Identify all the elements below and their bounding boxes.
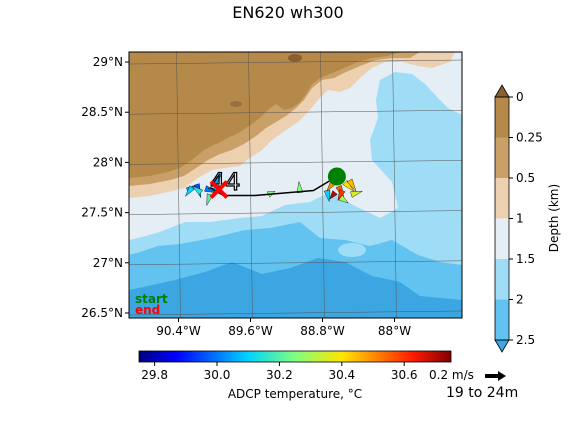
vector-arrow-15	[346, 178, 357, 192]
depth-tick-label-5: 2	[516, 293, 524, 307]
depth-tick-label-1: 0.25	[516, 131, 543, 145]
depth-colorbar-bands	[495, 97, 509, 340]
temp-tick-label-3: 30.4	[328, 368, 355, 382]
map-panel: 44 90.4°W89.6°W88.8°W88°W 29°N28.5°N28°N…	[81, 51, 463, 338]
temperature-colorbar-gradient	[138, 350, 452, 363]
vector-arrow-1	[184, 185, 195, 197]
temperature-colorbar: 29.8 30.0 30.2 30.4 30.6 ADCP temperature, °…	[138, 350, 452, 401]
vector-arrow-17	[338, 194, 349, 204]
depth-tick-label-6: 2.5	[516, 333, 535, 347]
lon-tick-label-2: 88.8°W	[300, 324, 345, 338]
temperature-colorbar-ticks: 29.8 30.0 30.2 30.4 30.6	[141, 362, 418, 382]
lat-tick-label-1: 28.5°N	[81, 105, 123, 119]
ship-track	[209, 175, 338, 197]
scale-arrow-label: 0.2 m/s	[429, 368, 474, 382]
legend-start: start	[135, 292, 168, 306]
lat-tick-label-0: 29°N	[93, 55, 123, 69]
temp-tick-label-4: 30.6	[391, 368, 418, 382]
temp-tick-label-0: 29.8	[141, 368, 168, 382]
scale-arrow-glyph	[485, 371, 506, 381]
depth-colorbar-ticks: 0 0.25 0.5 1 1.5 2 2.5	[509, 90, 543, 347]
gridline-lat-3	[129, 210, 462, 215]
vector-arrow-18	[329, 190, 338, 200]
vector-arrow-9	[296, 180, 304, 194]
figure-title: EN620 wh300	[232, 3, 343, 22]
lat-tick-label-3: 27.5°N	[81, 206, 123, 220]
depth-band-2	[495, 178, 509, 219]
gridline-lon-0	[176, 52, 181, 318]
lat-tick-label-5: 26.5°N	[81, 306, 123, 320]
scale-arrow: 0.2 m/s	[429, 368, 506, 382]
lon-tick-label-3: 88°W	[378, 324, 411, 338]
legend-end: end	[135, 303, 160, 317]
depth-colorbar-extend-bottom	[494, 339, 510, 353]
depth-band-1	[495, 137, 509, 178]
start-marker	[327, 167, 346, 186]
shoal-1	[288, 54, 302, 62]
depth-band-4	[495, 259, 509, 300]
latitude-ticks: 29°N 28.5°N 28°N 27.5°N 27°N 26.5°N	[81, 55, 129, 320]
gridline-lat-5	[129, 310, 462, 316]
depth-tick-label-0: 0	[516, 90, 524, 104]
depth-band-0	[495, 97, 509, 138]
end-marker	[209, 180, 229, 199]
gridline-lon-3	[392, 52, 397, 318]
temperature-colorbar-label: ADCP temperature, °C	[228, 387, 362, 401]
lat-tick-label-2: 28°N	[93, 155, 123, 169]
depth-colorbar-extend-top	[494, 84, 510, 98]
temp-tick-label-2: 30.2	[266, 368, 293, 382]
depth-colorbar: 0 0.25 0.5 1 1.5 2 2.5 Depth (km)	[494, 84, 561, 353]
gridline-lat-0	[129, 59, 462, 65]
gridline-lat-2	[129, 160, 462, 165]
lon-tick-label-1: 89.6°W	[228, 324, 273, 338]
depth-band-3	[495, 218, 509, 259]
gridline-lat-4	[129, 260, 462, 266]
time-range-label: 19 to 24m	[446, 385, 518, 401]
depth-region-shelf	[129, 52, 400, 178]
temp-tick-label-1: 30.0	[204, 368, 231, 382]
end-marker-stroke-b	[209, 180, 229, 199]
gridline-lon-1	[248, 52, 253, 318]
vector-arrow-16	[350, 191, 364, 198]
vector-arrow-3	[191, 185, 204, 196]
depth-tick-label-2: 0.5	[516, 171, 535, 185]
depth-colorbar-label: Depth (km)	[547, 184, 561, 252]
gridline-lat-1	[129, 109, 462, 115]
depth-band-5	[495, 299, 509, 340]
longitude-ticks: 90.4°W 89.6°W 88.8°W 88°W	[156, 318, 411, 338]
map-frame	[128, 51, 463, 319]
deep-patch	[338, 243, 366, 257]
depth-tick-label-3: 1	[516, 212, 524, 226]
depth-tick-label-4: 1.5	[516, 252, 535, 266]
lon-tick-label-0: 90.4°W	[156, 324, 201, 338]
shoal-2	[230, 101, 242, 107]
lat-tick-label-4: 27°N	[93, 256, 123, 270]
